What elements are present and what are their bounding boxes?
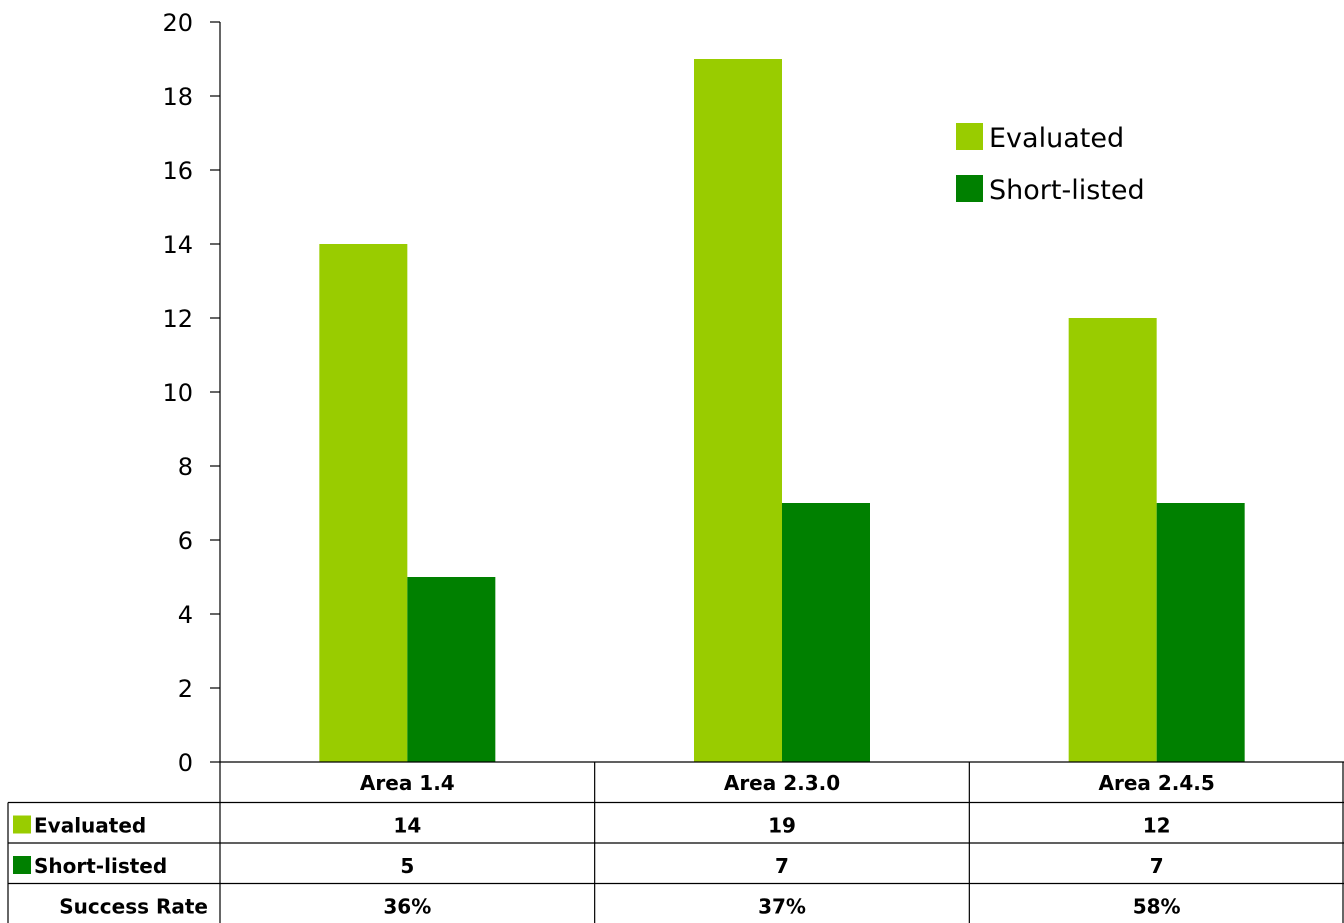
table-row-label: Success Rate [59, 895, 208, 919]
legend-swatch [956, 175, 983, 202]
y-tick-label: 4 [178, 601, 193, 629]
y-tick-label: 6 [178, 527, 193, 555]
table-cell: 5 [400, 854, 414, 878]
data-table: Area 1.4 Area 2.3.0 Area 2.4.5 Evaluated 14 1… [7, 761, 1344, 923]
legend: Evaluated Short-listed [956, 123, 1145, 206]
table-cell: 7 [1150, 854, 1164, 878]
y-axis: 0 2 4 6 8 10 12 14 16 18 20 [162, 9, 221, 777]
y-tick-label: 12 [162, 305, 193, 333]
legend-label: Evaluated [989, 123, 1124, 154]
table-cell: 36% [383, 895, 431, 919]
legend-label: Short-listed [989, 175, 1145, 206]
y-tick-label: 8 [178, 453, 193, 481]
bar-short-listed-1 [407, 577, 496, 762]
table-legend-swatch [13, 856, 31, 874]
y-tick-label: 14 [162, 231, 193, 259]
bar-evaluated-2 [694, 59, 782, 762]
table-cell: 7 [775, 854, 789, 878]
y-tick-label: 20 [162, 9, 193, 37]
category-label: Area 1.4 [360, 771, 455, 795]
table-cell: 14 [393, 814, 421, 838]
y-tick-label: 10 [162, 379, 193, 407]
table-cell: 19 [768, 814, 796, 838]
table-cell: 37% [758, 895, 806, 919]
category-label: Area 2.3.0 [724, 771, 840, 795]
y-tick-label: 16 [162, 157, 193, 185]
table-legend-swatch [13, 815, 31, 834]
bar-short-listed-3 [1156, 503, 1245, 762]
y-tick-label: 0 [178, 749, 193, 777]
y-tick-label: 2 [178, 675, 193, 703]
table-row-label: Evaluated [34, 814, 146, 838]
bars [319, 59, 1245, 762]
bar-evaluated-1 [319, 244, 408, 762]
table-cell: 58% [1133, 895, 1181, 919]
category-label: Area 2.4.5 [1099, 771, 1215, 795]
bar-short-listed-2 [782, 503, 870, 762]
y-tick-label: 18 [162, 83, 193, 111]
table-row-label: Short-listed [34, 854, 167, 878]
table-cell: 12 [1143, 814, 1171, 838]
bar-evaluated-3 [1068, 318, 1157, 762]
legend-swatch [956, 123, 983, 150]
